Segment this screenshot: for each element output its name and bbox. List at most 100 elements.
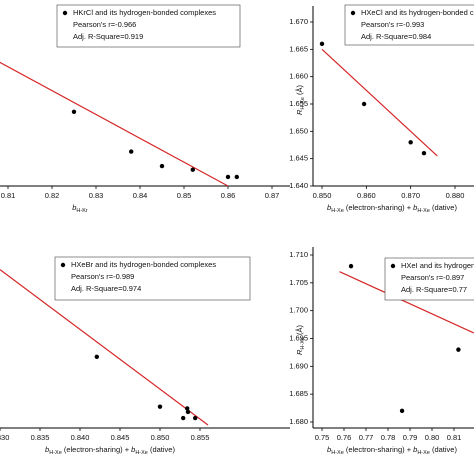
point [157,404,163,409]
point [399,408,405,414]
panel: 0.830 0.835 0.840 0.845 0.850 0.855 bH-Xe (ele… [0,256,290,456]
y-tick-label: 1.640 [289,181,308,190]
legend-text: HXeBr and its hydrogen-bonded complexes [71,260,216,269]
legend-text: Adj. R-Square=0.77 [401,285,467,294]
legend-text: Pearson's r=-0.989 [71,272,134,281]
y-tick-label: 1.665 [289,44,308,53]
x-tick-label: 0.850 [313,191,332,200]
x-axis-label-part: b [327,445,331,454]
x-tick-label: 0.76 [337,433,352,442]
legend-marker [390,263,396,269]
point [181,415,186,421]
point [319,41,325,47]
x-tick-label: 0.870 [401,191,420,200]
y-tick-label: 1.655 [289,99,308,108]
x-axis-label-part: b [413,203,417,212]
x-axis-label-part: H-Xe [417,450,430,456]
legend-text: Adj. R-Square=0.919 [73,32,143,41]
legend-text: HXeI and its hydrogen-bonded complexes [401,261,474,270]
point [94,354,100,359]
y-axis-label: RH-Xe (Å) [295,324,306,355]
legend-box [54,256,251,301]
legend-marker [350,10,356,16]
point [185,409,191,415]
point [421,151,427,156]
fit-line [0,61,229,187]
point [185,406,190,411]
x-tick-label: 0.77 [359,433,374,442]
x-axis-label: bH-Kr [72,203,88,214]
point [408,140,413,145]
legend-box [384,257,474,301]
y-tick-label: 1.690 [289,361,308,370]
y-tick-label: 1.710 [289,250,308,259]
y-axis-label-part: R [295,349,304,355]
x-tick-label: 0.80 [425,433,440,442]
fit-line [0,269,209,426]
x-tick-label: 0.840 [71,433,90,442]
panel: 0.850 0.860 0.870 0.880 1.640 1.645 1.650 1.655… [289,4,474,214]
point [225,174,231,180]
x-tick-label: 0.860 [357,191,376,200]
x-tick-label: 0.855 [191,433,210,442]
x-axis-label-part: H-Xe [135,450,148,456]
x-axis-label-part: b [131,445,135,454]
point [234,174,239,180]
x-axis-label-part: H-Xe [331,450,344,456]
x-tick-label: 0.845 [111,433,130,442]
legend-text: Pearson's r=-0.897 [401,273,464,282]
legend-text: Adj. R-Square=0.974 [71,284,141,293]
legend-box [56,4,241,48]
x-tick-label: 0.84 [133,191,148,200]
fit-line [339,271,474,334]
y-tick-label: 1.670 [289,17,308,26]
y-axis-label-part: H-Xe [300,337,306,350]
point [361,101,367,107]
y-tick-label: 1.695 [289,333,308,342]
y-axis-label-part: H-Xe [300,97,306,110]
y-tick-label: 1.685 [289,389,308,398]
x-axis-label-part: (dative) [430,203,458,212]
x-tick-label: 0.830 [0,433,9,442]
x-tick-label: 0.82 [45,191,60,200]
x-tick-label: 0.835 [31,433,50,442]
x-axis-label-part: (dative) [148,445,176,454]
x-axis-label: bH-Xe (electron-sharing) + bH-Xe (dative… [327,203,457,214]
point [71,109,77,114]
y-tick-label: 1.660 [289,72,308,81]
x-axis-label-part: b [327,203,331,212]
point [348,263,354,269]
x-axis-label-part: H-Kr [76,208,87,214]
x-tick-label: 0.85 [177,191,192,200]
y-tick-label: 1.650 [289,126,308,135]
x-axis-label-part: H-Xe [331,208,344,214]
x-tick-label: 0.880 [446,191,465,200]
legend-text: HKrCl and its hydrogen-bonded complexes [73,8,216,17]
x-tick-label: 0.83 [89,191,104,200]
x-tick-label: 0.87 [265,191,280,200]
x-axis-label-part: (electron-sharing) + [344,203,413,212]
point [129,149,134,154]
y-tick-label: 1.680 [289,417,308,426]
y-tick-label: 1.705 [289,278,308,287]
x-axis-label: bH-Xe (electron-sharing) + bH-Xe (dative… [45,445,175,456]
x-axis-label-part: H-Xe [417,208,430,214]
y-tick-label: 1.645 [289,154,308,163]
panel: 0.81 0.82 0.83 0.84 0.85 0.86 0.87 bH-Kr HKrCl a… [0,4,290,214]
fit-line [321,48,438,157]
point [190,167,195,172]
legend-text: Adj. R-Square=0.984 [361,32,431,41]
y-axis-label: RH-Xe (Å) [295,84,306,115]
x-tick-label: 0.78 [381,433,396,442]
x-tick-label: 0.86 [221,191,236,200]
x-axis-label-part: (electron-sharing) + [344,445,413,454]
y-tick-label: 1.700 [289,306,308,315]
x-tick-label: 0.81 [447,433,462,442]
legend-marker [60,262,66,268]
legend-marker [62,10,68,16]
legend-box [344,4,474,46]
x-tick-label: 0.850 [151,433,170,442]
x-tick-label: 0.75 [315,433,330,442]
legend-text: Pearson's r=-0.966 [73,20,136,29]
